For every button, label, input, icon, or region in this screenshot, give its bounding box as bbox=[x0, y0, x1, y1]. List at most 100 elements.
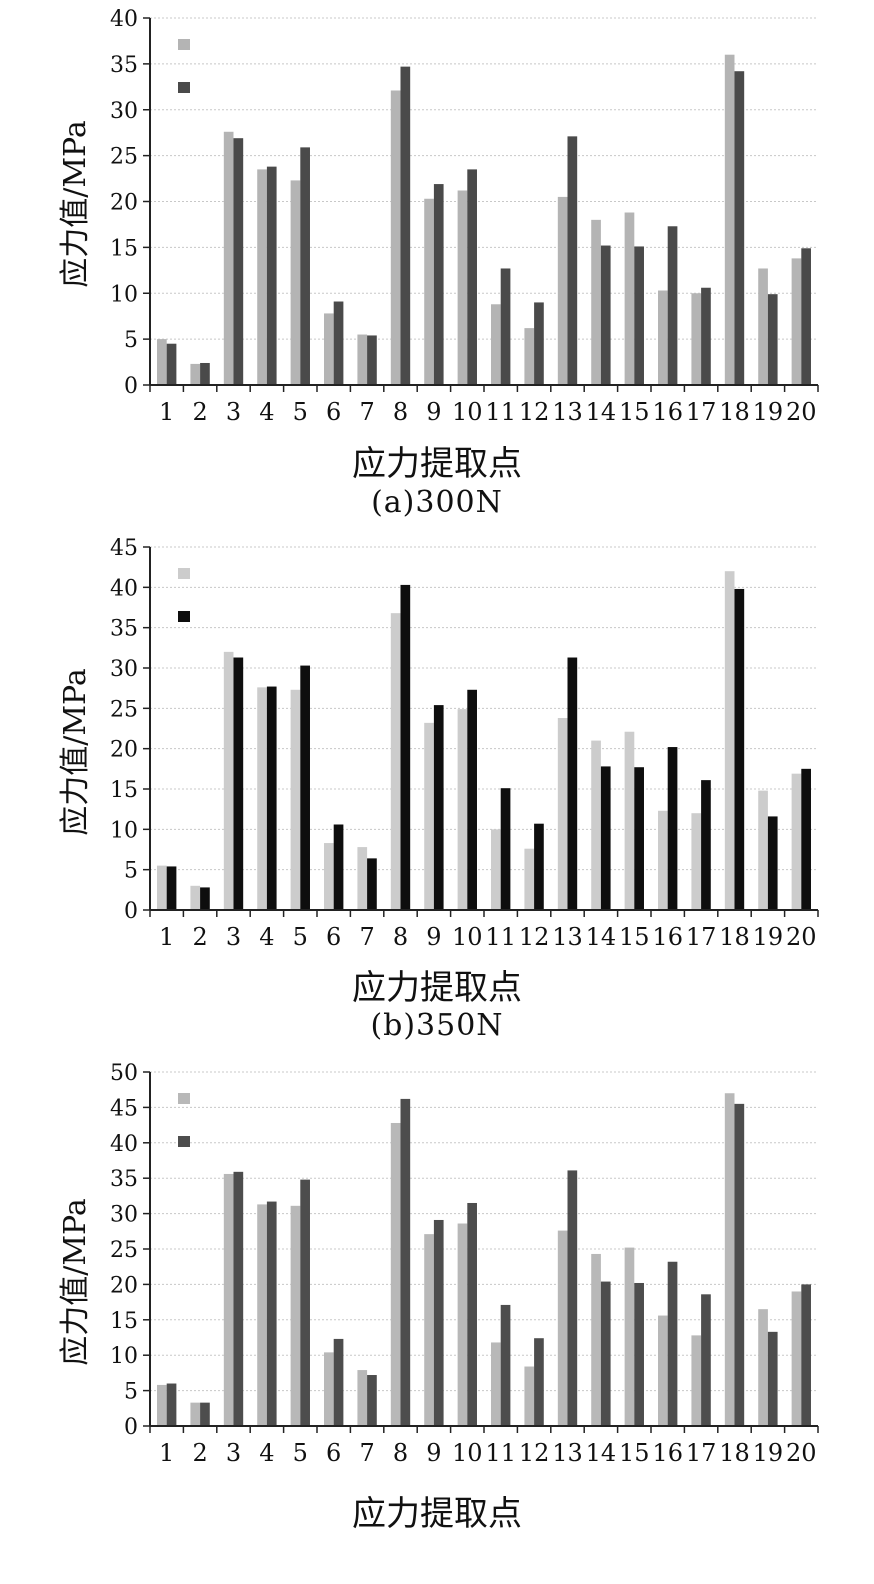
bar-s1-11 bbox=[491, 1342, 501, 1426]
bar-s2-18 bbox=[734, 588, 745, 910]
y-tick-label: 10 bbox=[110, 818, 138, 843]
x-tick-label-8: 8 bbox=[393, 1439, 408, 1467]
x-tick-label-19: 19 bbox=[753, 398, 784, 426]
bar-s1-19 bbox=[758, 1309, 768, 1426]
bar-s1-7 bbox=[357, 334, 368, 385]
legend-marker-2 bbox=[178, 611, 190, 622]
x-tick-label-5: 5 bbox=[293, 398, 308, 426]
x-tick-label-6: 6 bbox=[326, 398, 341, 426]
x-tick-label-11: 11 bbox=[485, 923, 516, 951]
y-tick-label: 35 bbox=[110, 53, 138, 78]
y-tick-label: 30 bbox=[110, 657, 138, 682]
bar-s2-1 bbox=[166, 866, 177, 910]
bar-s1-13 bbox=[557, 1230, 568, 1426]
bar-s2-9 bbox=[433, 184, 444, 385]
x-tick-label-1: 1 bbox=[159, 1439, 174, 1467]
y-tick-label: 15 bbox=[110, 236, 138, 261]
x-tick-label-15: 15 bbox=[619, 923, 650, 951]
x-tick-label-8: 8 bbox=[393, 398, 408, 426]
x-tick-label-17: 17 bbox=[686, 1439, 717, 1467]
bar-s1-13 bbox=[557, 196, 568, 385]
bar-s2-16 bbox=[667, 747, 678, 910]
bar-s1-8 bbox=[390, 613, 401, 910]
x-tick-label-16: 16 bbox=[652, 1439, 683, 1467]
bar-s1-4 bbox=[257, 169, 267, 385]
chart-panel-a: 0 5 10 15 20 25 30 35 40 1 2 3 4 5 6 7 8 9 10 11 12 13 14 15 16 1… bbox=[0, 0, 874, 530]
bar-s2-12 bbox=[534, 823, 544, 910]
bar-s1-14 bbox=[591, 219, 601, 385]
bar-s2-7 bbox=[367, 858, 377, 910]
bar-s1-9 bbox=[424, 1234, 434, 1426]
bar-s2-8 bbox=[400, 584, 411, 910]
x-tick-label-18: 18 bbox=[719, 923, 750, 951]
bar-s1-10 bbox=[457, 709, 468, 910]
bar-s2-6 bbox=[333, 1338, 344, 1426]
bar-s2-13 bbox=[567, 136, 578, 385]
x-axis-label-c: 应力提取点 bbox=[352, 1494, 522, 1534]
bar-s1-16 bbox=[658, 810, 668, 910]
x-tick-label-12: 12 bbox=[519, 923, 550, 951]
bar-s1-4 bbox=[257, 687, 267, 910]
bar-s2-11 bbox=[500, 1304, 511, 1426]
bar-s1-6 bbox=[324, 313, 334, 385]
bar-s2-19 bbox=[767, 1331, 778, 1426]
x-tick-label-11: 11 bbox=[485, 1439, 516, 1467]
x-tick-label-7: 7 bbox=[359, 1439, 374, 1467]
y-axis-label-c: 应力值/MPa bbox=[58, 1198, 93, 1366]
bar-s2-3 bbox=[233, 657, 244, 910]
x-tick-label-4: 4 bbox=[259, 923, 274, 951]
y-tick-label: 40 bbox=[110, 1132, 138, 1157]
bar-s2-16 bbox=[667, 1261, 678, 1426]
x-tick-label-9: 9 bbox=[426, 1439, 441, 1467]
y-tick-label: 50 bbox=[110, 1061, 138, 1086]
x-tick-label-5: 5 bbox=[293, 923, 308, 951]
bar-s1-8 bbox=[390, 1122, 401, 1426]
x-tick-label-20: 20 bbox=[786, 398, 817, 426]
x-tick-label-2: 2 bbox=[192, 1439, 207, 1467]
bar-s2-10 bbox=[467, 169, 477, 385]
bar-s1-8 bbox=[390, 90, 401, 386]
bar-s2-4 bbox=[266, 686, 277, 910]
bar-s2-18 bbox=[734, 71, 745, 385]
bar-s2-12 bbox=[534, 302, 544, 385]
x-tick-label-7: 7 bbox=[359, 398, 374, 426]
y-tick-label: 0 bbox=[124, 1415, 138, 1440]
x-tick-label-10: 10 bbox=[452, 1439, 483, 1467]
bar-s2-17 bbox=[701, 780, 711, 910]
y-tick-label: 45 bbox=[110, 536, 138, 561]
bar-s1-12 bbox=[524, 328, 535, 385]
y-tick-label: 5 bbox=[124, 328, 138, 353]
bar-s1-16 bbox=[658, 1315, 668, 1426]
bar-s2-2 bbox=[200, 887, 210, 910]
y-tick-label: 0 bbox=[124, 899, 138, 924]
bar-s2-3 bbox=[233, 1171, 244, 1426]
bar-s2-14 bbox=[600, 1281, 611, 1426]
y-axis-label-a: 应力值/MPa bbox=[58, 120, 93, 288]
bar-s2-2 bbox=[200, 362, 210, 385]
bar-s2-17 bbox=[701, 1294, 711, 1426]
bar-s1-5 bbox=[290, 1205, 301, 1426]
bar-s2-3 bbox=[233, 138, 244, 385]
y-tick-label: 20 bbox=[110, 1273, 138, 1298]
bar-s2-18 bbox=[734, 1103, 745, 1426]
bar-s2-7 bbox=[367, 335, 377, 385]
caption-a: (a)300N bbox=[371, 485, 503, 520]
bar-s2-14 bbox=[600, 766, 611, 910]
bar-s1-20 bbox=[791, 258, 802, 385]
bar-s1-2 bbox=[190, 1402, 201, 1426]
bar-s1-15 bbox=[624, 731, 635, 910]
bar-s1-14 bbox=[591, 740, 601, 910]
x-tick-label-3: 3 bbox=[226, 398, 241, 426]
x-tick-label-2: 2 bbox=[192, 398, 207, 426]
bar-s2-16 bbox=[667, 226, 678, 385]
x-tick-label-13: 13 bbox=[552, 923, 583, 951]
y-tick-label: 40 bbox=[110, 7, 138, 32]
bar-s2-4 bbox=[266, 1201, 277, 1426]
y-tick-label: 15 bbox=[110, 778, 138, 803]
x-tick-label-19: 19 bbox=[753, 923, 784, 951]
x-tick-label-15: 15 bbox=[619, 1439, 650, 1467]
bar-s2-8 bbox=[400, 66, 411, 385]
bar-s1-12 bbox=[524, 848, 535, 910]
x-tick-label-20: 20 bbox=[786, 923, 817, 951]
